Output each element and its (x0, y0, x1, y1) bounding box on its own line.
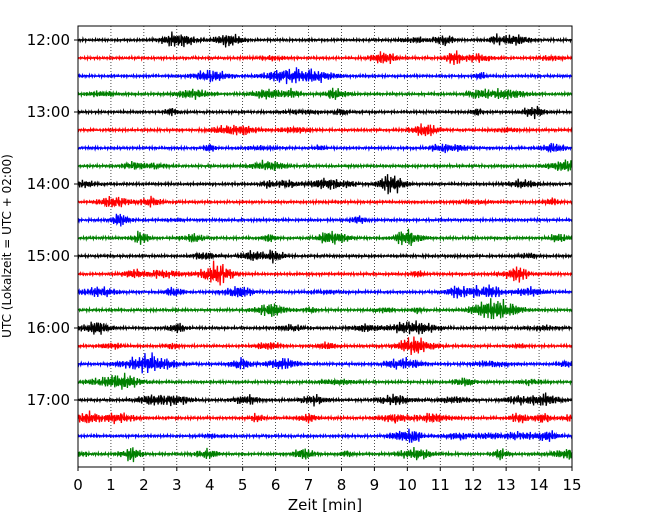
trace-1345 (77, 159, 573, 172)
x-tick-label: 14 (530, 476, 549, 494)
x-tick-label: 10 (398, 476, 417, 494)
x-tick-label: 15 (562, 476, 581, 494)
y-tick-label: 17:00 (27, 391, 70, 409)
x-tick-label: 1 (106, 476, 116, 494)
y-tick-label: 16:00 (27, 319, 70, 337)
x-tick-label: 11 (431, 476, 450, 494)
y-tick-label: 12:00 (27, 31, 70, 49)
y-tick-label: 13:00 (27, 103, 70, 121)
x-tick-label: 4 (205, 476, 215, 494)
trace-1315 (77, 123, 573, 137)
trace-1330 (77, 142, 573, 154)
trace-1445 (77, 228, 573, 247)
trace-1630 (77, 352, 573, 374)
x-tick-label: 13 (497, 476, 516, 494)
y-axis-ticks: 12:00 13:00 14:00 15:00 16:00 17:00 (27, 31, 78, 409)
trace-1400 (77, 174, 573, 195)
y-tick-label: 14:00 (27, 175, 70, 193)
trace-1215 (77, 50, 573, 66)
trace-group (77, 31, 573, 463)
y-tick-label: 15:00 (27, 247, 70, 265)
trace-1415 (77, 195, 573, 208)
x-tick-label: 6 (271, 476, 281, 494)
trace-1200 (77, 31, 573, 48)
trace-1600 (77, 320, 573, 335)
x-tick-label: 12 (464, 476, 483, 494)
trace-1515 (77, 260, 573, 286)
x-tick-label: 3 (172, 476, 182, 494)
trace-1545 (77, 298, 573, 320)
x-axis-ticks: 0 1 2 3 4 5 6 7 8 9 10 11 12 13 14 15 (73, 467, 582, 494)
trace-1500 (77, 249, 573, 264)
x-tick-label: 9 (370, 476, 380, 494)
x-tick-label: 2 (139, 476, 149, 494)
trace-1245 (77, 87, 573, 100)
trace-1530 (77, 284, 573, 299)
trace-1615 (77, 336, 573, 355)
trace-1300 (77, 105, 573, 120)
trace-1730 (77, 428, 573, 443)
y-axis-label: UTC (Lokalzeit = UTC + 02:00) (0, 154, 14, 338)
trace-1430 (77, 213, 573, 227)
trace-1745 (77, 447, 573, 463)
trace-1645 (77, 372, 573, 390)
x-axis-label: Zeit [min] (288, 496, 362, 514)
x-tick-label: 8 (337, 476, 347, 494)
x-tick-label: 5 (238, 476, 248, 494)
x-tick-label: 0 (73, 476, 83, 494)
trace-1700 (77, 392, 573, 407)
trace-1715 (77, 410, 573, 425)
trace-1230 (77, 67, 573, 85)
x-tick-label: 7 (304, 476, 314, 494)
plot-frame (77, 25, 573, 468)
